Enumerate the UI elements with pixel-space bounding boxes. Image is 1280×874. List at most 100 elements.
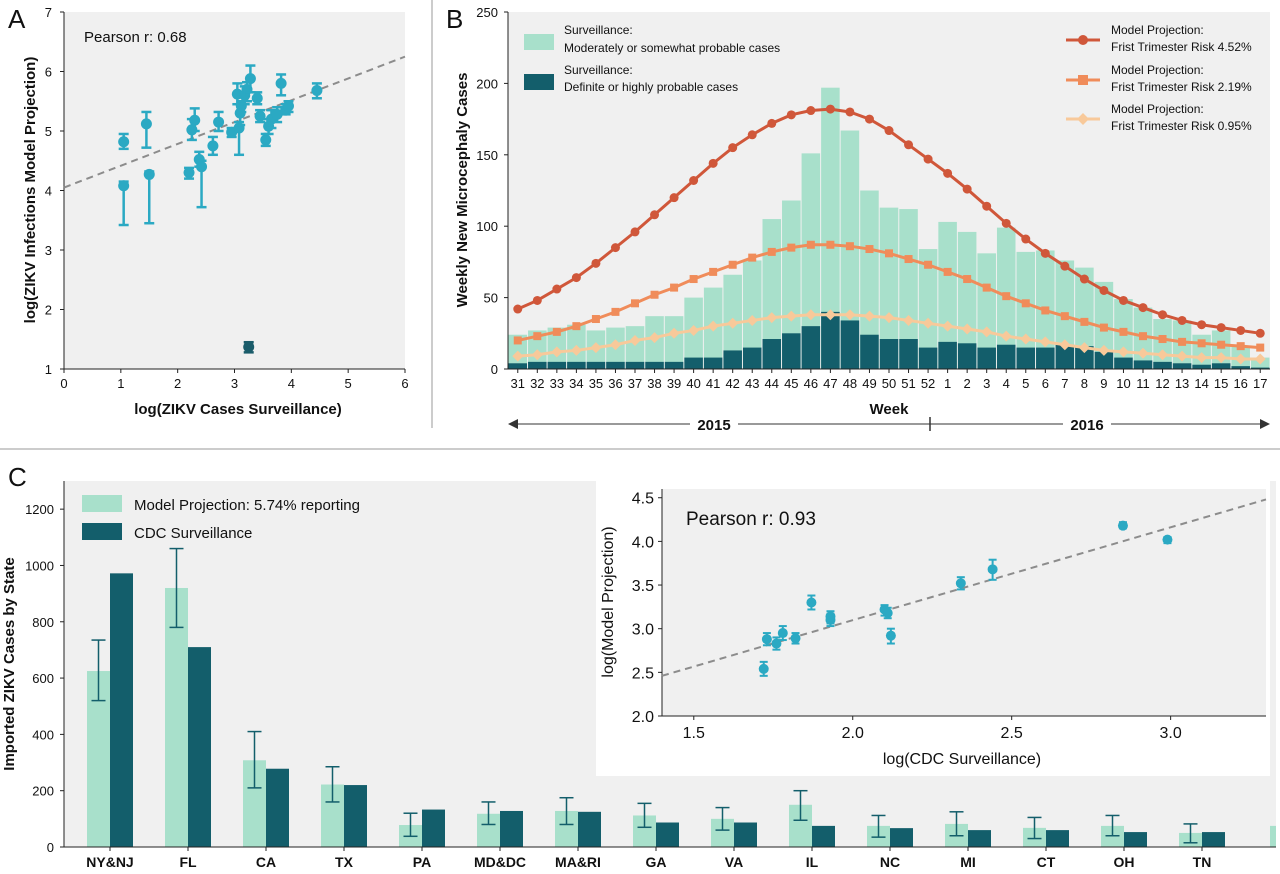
panel-b-x-tick-label: 40	[686, 376, 700, 391]
inset-point-marker	[777, 628, 788, 639]
legend-label-219-2: Frist Trimester Risk 2.19%	[1111, 80, 1252, 94]
panel-b-line-095-marker	[707, 320, 719, 332]
panel-b-bar-definite	[782, 333, 801, 369]
panel-b-x-tick-label: 51	[901, 376, 915, 391]
inset-x-tick-label: 2.5	[1001, 725, 1023, 742]
panel-b-x-tick-label: 16	[1233, 376, 1247, 391]
panel-b-x-tick-label: 9	[1100, 376, 1107, 391]
panel-a-point-marker	[207, 140, 219, 152]
panel-b-line-219-marker	[963, 275, 972, 284]
panel-c-x-tick-label: MD&DC	[474, 854, 526, 870]
panel-b-line-095-marker	[570, 344, 582, 356]
panel-c-bar-cdc	[1124, 832, 1147, 847]
panel-b-bar-definite	[664, 361, 684, 369]
panel-c-bar-cdc	[890, 828, 913, 847]
panel-c-bar-model	[711, 818, 734, 847]
panel-b-line-452-marker	[1177, 315, 1187, 325]
panel-b-line-219-marker	[572, 322, 581, 331]
panel-b-line-219-marker	[591, 315, 600, 324]
panel-b-line-452-marker	[1158, 310, 1168, 320]
panel-b-bar-definite	[821, 311, 840, 369]
panel-b-bar-moderate	[957, 231, 977, 369]
panel-b-line-095-marker	[551, 346, 563, 358]
panel-b-bar-definite	[1153, 361, 1172, 369]
legend-label-452-2: Frist Trimester Risk 4.52%	[1111, 40, 1252, 54]
panel-b-bar-definite	[547, 361, 567, 369]
panel-b-y-tick-label: 150	[476, 148, 498, 163]
panel-b-bar-moderate	[1153, 319, 1172, 369]
panel-b-line-219-marker	[533, 332, 542, 341]
panel-a-y-label: log(ZIKV Infections Model Projection)	[22, 57, 39, 324]
panel-b-y-tick-label: 200	[476, 76, 498, 91]
panel-b-line-219-marker	[1119, 327, 1128, 336]
panel-c-y-label: Imported ZIKV Cases by State	[1, 557, 18, 770]
panel-a-x-label: log(ZIKV Cases Surveillance)	[134, 401, 342, 418]
panel-b-line-219-marker	[806, 240, 815, 249]
legend-swatch-cdc	[82, 523, 122, 540]
panel-b-bar-definite	[567, 361, 586, 369]
panel-b-line-095-marker	[883, 312, 895, 324]
year-arrow-right-head	[1260, 419, 1270, 429]
panel-b-line-095-marker	[1117, 346, 1129, 358]
inset-point-marker	[790, 633, 801, 644]
inset-point-marker	[955, 578, 966, 589]
panel-b-line-452-marker	[1197, 320, 1207, 330]
panel-b-line-219-marker	[709, 267, 718, 276]
inset-data-point	[1117, 520, 1128, 531]
panel-b-line-452-marker	[650, 210, 660, 220]
panel-b-line-219-marker	[689, 275, 698, 284]
panel-a-annotation: Pearson r: 0.68	[84, 29, 187, 46]
panel-c-y-tick-label: 200	[32, 784, 54, 799]
panel-b-line-219-marker	[1236, 342, 1245, 351]
legend-label-definite-2: Definite or highly probable cases	[564, 80, 738, 94]
panel-b-line-219-marker	[650, 290, 659, 299]
panel-b-line-219-marker	[904, 255, 913, 264]
panel-c-bar-model	[477, 813, 500, 847]
panel-b-bar-definite	[1250, 367, 1270, 369]
panel-b-x-tick-label: 7	[1061, 376, 1068, 391]
panel-b-line-452-marker	[825, 104, 835, 114]
panel-b-line-095-marker	[824, 309, 836, 321]
panel-b-line-219-marker	[924, 260, 933, 269]
panel-a-data-point	[311, 82, 323, 100]
panel-b-bar-definite	[860, 334, 879, 369]
panel-a-data-point	[243, 340, 255, 354]
panel-b-x-tick-label: 42	[725, 376, 739, 391]
panel-b-bar-definite	[840, 320, 860, 369]
panel-b-line-452-marker	[1021, 234, 1031, 244]
panel-a-data-point	[213, 110, 225, 133]
panel-c-bar-model-partial	[1270, 825, 1276, 847]
panel-b-line-095-marker	[981, 326, 993, 338]
panel-b-x-tick-label: 50	[882, 376, 896, 391]
inset-y-tick-label: 2.0	[632, 709, 654, 726]
panel-b-x-tick-label: 45	[784, 376, 798, 391]
panel-b-bar-moderate	[899, 209, 918, 369]
inset-y-tick-label: 2.5	[632, 665, 654, 682]
panel-c-x-tick-label: PA	[413, 854, 431, 870]
panel-a-data-point	[189, 107, 201, 133]
panel-b-x-tick-label: 15	[1214, 376, 1228, 391]
panel-a-data-point	[244, 64, 256, 94]
panel-b-line-219-marker	[885, 249, 893, 258]
legend-marker-452	[1066, 35, 1100, 45]
panel-b-line-219-marker	[728, 260, 737, 269]
panel-a-y-tick-label: 2	[45, 303, 52, 318]
panel-b-bar-definite	[723, 350, 742, 369]
panel-b-line-095-marker	[1059, 339, 1071, 351]
panel-a-y-tick-label: 3	[45, 243, 52, 258]
panel-b-line-095-marker	[649, 332, 661, 344]
panel-b-bar-moderate	[762, 219, 782, 369]
panel-a-x-tick-label: 5	[345, 376, 352, 391]
panel-c-bar-cdc	[1202, 832, 1225, 847]
panel-b-line-095-marker	[1098, 344, 1110, 356]
panel-c-x-tick-label: VA	[725, 854, 743, 870]
panel-a-x-tick-label: 0	[60, 376, 67, 391]
panel-a-y-tick-label: 5	[45, 124, 52, 139]
panel-c-bar-model	[243, 760, 266, 847]
panel-c-bar-model	[87, 671, 110, 847]
panel-b-line-452-marker	[1001, 218, 1011, 228]
panel-b-line-095-marker	[1196, 352, 1208, 364]
panel-b-bar-definite	[1075, 346, 1094, 369]
panel-b-x-tick-label: 11	[1136, 376, 1150, 391]
panel-b-line-452-marker	[1216, 323, 1226, 333]
